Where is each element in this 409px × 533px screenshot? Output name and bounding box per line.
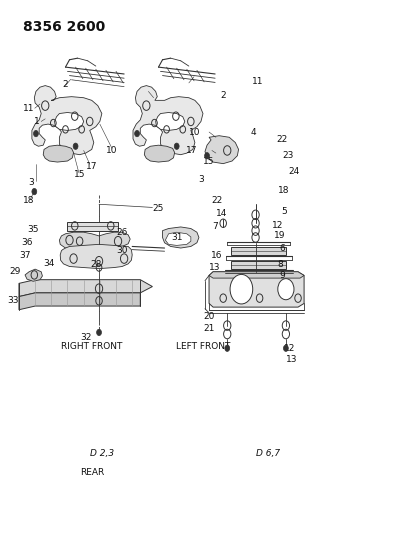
Text: 23: 23 bbox=[281, 151, 293, 160]
Polygon shape bbox=[60, 244, 132, 269]
Text: 3: 3 bbox=[28, 177, 34, 187]
Circle shape bbox=[32, 189, 37, 195]
Text: 33: 33 bbox=[7, 296, 18, 305]
Polygon shape bbox=[144, 145, 174, 162]
Text: 8: 8 bbox=[276, 261, 282, 269]
Text: 31: 31 bbox=[171, 233, 182, 242]
Polygon shape bbox=[43, 145, 73, 162]
Text: LEFT FRONT: LEFT FRONT bbox=[175, 342, 229, 351]
Polygon shape bbox=[32, 86, 101, 155]
Text: RIGHT FRONT: RIGHT FRONT bbox=[61, 342, 122, 351]
Circle shape bbox=[224, 345, 229, 351]
Text: 18: 18 bbox=[23, 196, 35, 205]
Text: 13: 13 bbox=[209, 263, 220, 272]
Circle shape bbox=[73, 143, 78, 149]
Circle shape bbox=[97, 329, 101, 336]
Text: 6: 6 bbox=[278, 244, 284, 253]
Text: 2: 2 bbox=[220, 91, 225, 100]
Circle shape bbox=[134, 131, 139, 137]
Text: 7: 7 bbox=[212, 222, 218, 231]
Text: 20: 20 bbox=[203, 312, 214, 321]
Polygon shape bbox=[204, 136, 238, 164]
Text: 15: 15 bbox=[74, 169, 85, 179]
Text: 19: 19 bbox=[273, 231, 285, 240]
Polygon shape bbox=[209, 272, 303, 307]
Circle shape bbox=[277, 279, 293, 300]
Text: 12: 12 bbox=[283, 344, 295, 353]
Text: 21: 21 bbox=[203, 324, 214, 333]
Circle shape bbox=[34, 131, 38, 137]
Text: 9: 9 bbox=[278, 271, 284, 280]
Text: 2: 2 bbox=[63, 80, 68, 89]
Text: 3: 3 bbox=[198, 175, 203, 184]
Text: 35: 35 bbox=[27, 225, 39, 234]
Text: 28: 28 bbox=[90, 261, 101, 269]
Text: 14: 14 bbox=[215, 209, 226, 218]
Text: 26: 26 bbox=[116, 228, 128, 237]
Polygon shape bbox=[231, 247, 285, 255]
Polygon shape bbox=[155, 112, 184, 131]
Text: 10: 10 bbox=[106, 146, 117, 155]
Polygon shape bbox=[133, 86, 202, 155]
Text: 36: 36 bbox=[21, 238, 33, 247]
Text: 5: 5 bbox=[280, 207, 286, 216]
Text: 4: 4 bbox=[250, 127, 256, 136]
Polygon shape bbox=[54, 112, 83, 131]
Text: REAR: REAR bbox=[79, 467, 103, 477]
Polygon shape bbox=[25, 269, 42, 281]
Text: 29: 29 bbox=[9, 267, 20, 276]
Text: 15: 15 bbox=[203, 157, 214, 166]
Text: 13: 13 bbox=[285, 356, 297, 365]
Text: D 6,7: D 6,7 bbox=[255, 449, 279, 458]
Text: 1: 1 bbox=[34, 117, 40, 126]
Text: 37: 37 bbox=[19, 252, 31, 261]
Text: 12: 12 bbox=[272, 221, 283, 230]
Text: 34: 34 bbox=[43, 260, 55, 268]
Circle shape bbox=[174, 143, 179, 149]
Polygon shape bbox=[209, 272, 303, 278]
Text: 24: 24 bbox=[288, 167, 299, 176]
Text: 16: 16 bbox=[210, 252, 222, 261]
Circle shape bbox=[283, 345, 288, 351]
Text: 11: 11 bbox=[251, 77, 263, 86]
Text: 30: 30 bbox=[116, 246, 128, 255]
Polygon shape bbox=[165, 232, 190, 245]
Text: 32: 32 bbox=[80, 333, 91, 342]
Text: 22: 22 bbox=[276, 135, 287, 144]
Text: 17: 17 bbox=[86, 162, 97, 171]
Polygon shape bbox=[231, 261, 285, 269]
Circle shape bbox=[204, 152, 209, 159]
Text: 18: 18 bbox=[277, 185, 289, 195]
Polygon shape bbox=[162, 227, 198, 248]
Polygon shape bbox=[59, 232, 130, 249]
Polygon shape bbox=[67, 222, 118, 231]
Text: D 2,3: D 2,3 bbox=[90, 449, 114, 458]
Text: 8356 2600: 8356 2600 bbox=[23, 20, 105, 34]
Circle shape bbox=[229, 274, 252, 304]
Text: 17: 17 bbox=[186, 146, 197, 155]
Text: 11: 11 bbox=[23, 104, 35, 113]
Polygon shape bbox=[19, 280, 152, 296]
Text: 25: 25 bbox=[153, 204, 164, 213]
Text: 10: 10 bbox=[189, 127, 200, 136]
Polygon shape bbox=[19, 293, 140, 310]
Text: 22: 22 bbox=[211, 196, 222, 205]
